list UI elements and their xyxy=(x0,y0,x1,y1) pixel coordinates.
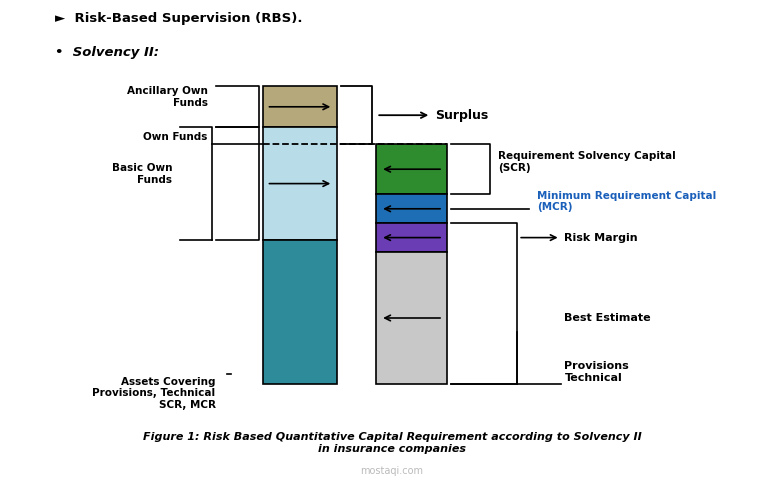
Bar xyxy=(376,194,447,223)
Text: Provisions
Technical: Provisions Technical xyxy=(564,361,630,383)
Text: mostaqi.com: mostaqi.com xyxy=(361,466,423,476)
Bar xyxy=(376,144,447,194)
Bar xyxy=(263,240,337,384)
Text: Best Estimate: Best Estimate xyxy=(564,313,651,323)
Text: Ancillary Own
Funds: Ancillary Own Funds xyxy=(127,86,208,108)
Text: Own Funds: Own Funds xyxy=(143,132,208,142)
Text: Basic Own
Funds: Basic Own Funds xyxy=(112,163,172,185)
Bar xyxy=(263,86,337,127)
Bar xyxy=(263,127,337,240)
Text: Surplus: Surplus xyxy=(435,108,488,122)
Text: Requirement Solvency Capital
(SCR): Requirement Solvency Capital (SCR) xyxy=(498,151,676,173)
Text: Assets Covering
Provisions, Technical
SCR, MCR: Assets Covering Provisions, Technical SC… xyxy=(93,377,216,410)
Text: ►  Risk-Based Supervision (RBS).: ► Risk-Based Supervision (RBS). xyxy=(55,12,303,25)
Text: •  Solvency II:: • Solvency II: xyxy=(55,46,159,59)
Text: Risk Margin: Risk Margin xyxy=(564,233,638,242)
Bar xyxy=(376,252,447,384)
Text: Figure 1: Risk Based Quantitative Capital Requirement according to Solvency II
i: Figure 1: Risk Based Quantitative Capita… xyxy=(143,432,641,454)
Bar xyxy=(376,223,447,252)
Text: Minimum Requirement Capital
(MCR): Minimum Requirement Capital (MCR) xyxy=(537,191,717,212)
